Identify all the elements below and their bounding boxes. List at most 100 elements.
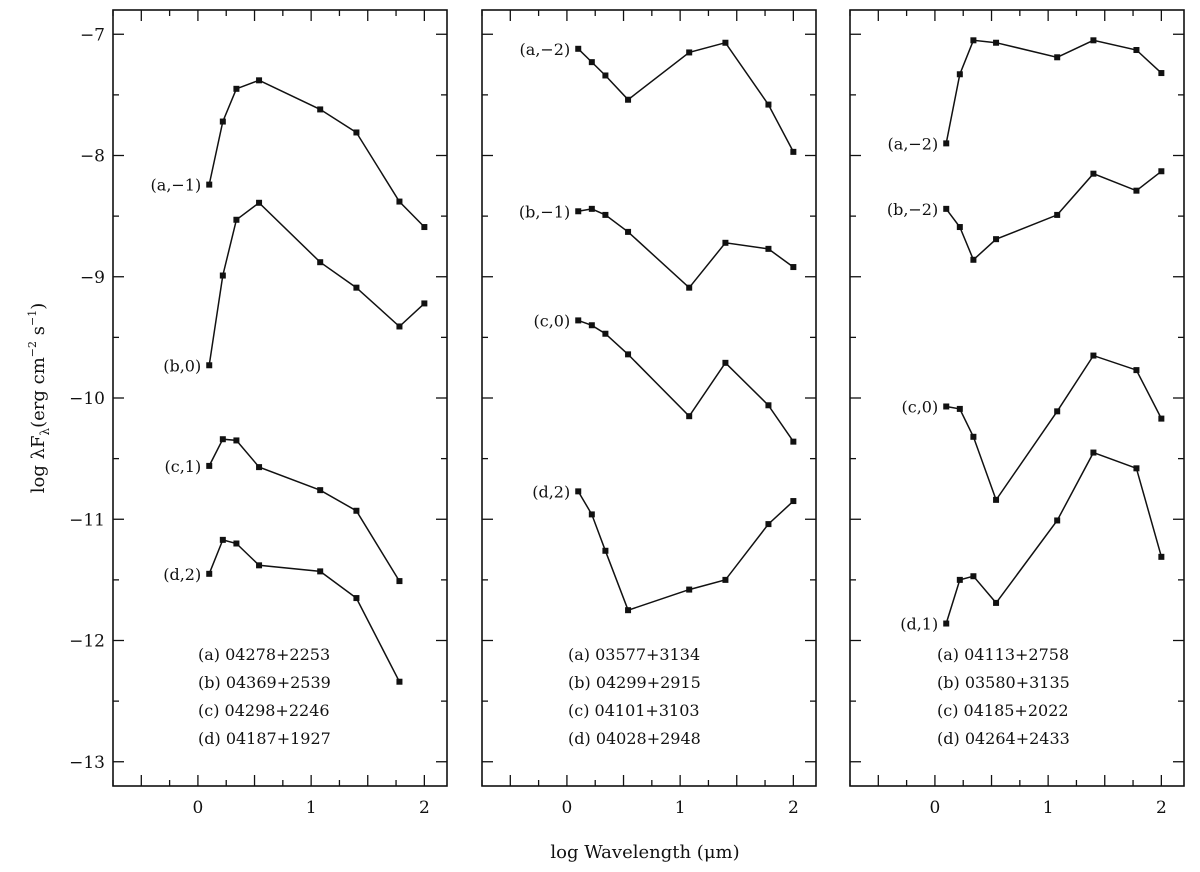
data-point xyxy=(588,205,595,212)
legend-entry: (d) 04264+2433 xyxy=(937,729,1070,748)
chart-panel-3: 0 1 2(a,−2)(b,−2)(c,0)(d,1)(a) 04113+2758(… xyxy=(849,9,1185,818)
data-point xyxy=(219,536,226,543)
data-point xyxy=(233,216,240,223)
data-point xyxy=(575,488,582,495)
data-point xyxy=(1090,449,1097,456)
data-point xyxy=(993,599,1000,606)
data-point xyxy=(575,317,582,324)
series: (a,−2) xyxy=(888,37,1165,153)
data-point xyxy=(722,359,729,366)
series: (b,−2) xyxy=(887,168,1165,263)
data-point xyxy=(993,496,1000,503)
data-point xyxy=(956,224,963,231)
data-point xyxy=(396,678,403,685)
legend-entry: (c) 04101+3103 xyxy=(568,701,700,720)
data-point xyxy=(790,148,797,155)
data-point xyxy=(970,573,977,580)
data-point xyxy=(1158,70,1165,77)
data-point xyxy=(956,576,963,583)
data-point xyxy=(993,39,1000,46)
data-point xyxy=(686,413,693,420)
data-point xyxy=(765,101,772,108)
data-point xyxy=(790,264,797,271)
series-label: (b,−1) xyxy=(519,202,570,221)
plot-frame xyxy=(849,9,1185,787)
series-line xyxy=(208,79,425,228)
data-point xyxy=(602,211,609,218)
x-tick-label: 1 xyxy=(1043,798,1054,818)
legend: (a) 03577+3134 (b) 04299+2915 (c) 04101+31… xyxy=(568,645,701,748)
series-label: (c,1) xyxy=(165,457,202,476)
data-point xyxy=(1133,465,1140,472)
legend-entry: (b) 04369+2539 xyxy=(198,673,331,692)
series-line xyxy=(577,319,795,443)
data-point xyxy=(219,118,226,125)
series: (d,2) xyxy=(532,482,797,614)
series-line xyxy=(208,201,425,366)
y-tick-label: −10 xyxy=(69,389,105,409)
data-point xyxy=(970,37,977,44)
data-point xyxy=(943,620,950,627)
data-point xyxy=(219,436,226,443)
data-point xyxy=(256,562,263,569)
data-point xyxy=(722,576,729,583)
data-point xyxy=(625,351,632,358)
series: (a,−2) xyxy=(520,39,797,155)
series: (c,0) xyxy=(902,352,1165,503)
data-point xyxy=(625,96,632,103)
data-point xyxy=(625,607,632,614)
x-tick-label: 2 xyxy=(1156,798,1167,818)
x-tick-label: 1 xyxy=(306,798,317,818)
data-point xyxy=(353,284,360,291)
data-point xyxy=(1054,517,1061,524)
data-point xyxy=(970,256,977,263)
series: (d,2) xyxy=(163,536,403,685)
data-point xyxy=(722,239,729,246)
series-line xyxy=(945,39,1162,144)
chart-panel-1: −7 −8 −9 −10 −11 −12 −13 0 1 2 (a,−1) (b,0) (c,1) (d,… xyxy=(69,9,448,818)
data-point xyxy=(1133,187,1140,194)
series-line xyxy=(945,170,1162,262)
legend: (a) 04278+2253 (b) 04369+2539 (c) 04298+22… xyxy=(198,645,331,748)
series-line xyxy=(208,438,401,582)
series-label: (d,1) xyxy=(900,615,938,634)
series-label: (c,0) xyxy=(534,311,571,330)
data-point xyxy=(686,586,693,593)
data-point xyxy=(790,498,797,505)
x-tick-label: 0 xyxy=(193,798,204,818)
data-point xyxy=(396,323,403,330)
data-point xyxy=(722,39,729,46)
data-point xyxy=(233,437,240,444)
data-point xyxy=(206,362,213,369)
y-tick-label: −12 xyxy=(69,632,105,652)
series-label: (b,−2) xyxy=(887,200,938,219)
data-point xyxy=(256,199,263,206)
series-label: (a,−1) xyxy=(151,176,202,195)
legend-entry: (a) 04278+2253 xyxy=(198,645,330,664)
data-point xyxy=(396,198,403,205)
data-point xyxy=(1133,367,1140,374)
series-label: (a,−2) xyxy=(520,40,571,59)
data-point xyxy=(421,224,428,231)
series: (b,0) xyxy=(163,199,428,375)
data-point xyxy=(1133,47,1140,54)
data-point xyxy=(602,547,609,554)
data-point xyxy=(317,259,324,266)
plot-frame xyxy=(481,9,817,787)
legend-entry: (d) 04187+1927 xyxy=(198,729,331,748)
x-tick-label: 2 xyxy=(419,798,430,818)
x-tick-label: 2 xyxy=(788,798,799,818)
data-point xyxy=(1054,54,1061,61)
data-point xyxy=(1090,170,1097,177)
data-point xyxy=(421,300,428,307)
series-line xyxy=(577,41,795,153)
legend-entry: (b) 03580+3135 xyxy=(937,673,1070,692)
data-point xyxy=(353,595,360,602)
data-point xyxy=(625,228,632,235)
data-point xyxy=(317,106,324,113)
data-point xyxy=(206,462,213,469)
y-tick-label: −11 xyxy=(69,510,105,530)
data-point xyxy=(943,205,950,212)
data-point xyxy=(256,77,263,84)
data-point xyxy=(1158,553,1165,560)
